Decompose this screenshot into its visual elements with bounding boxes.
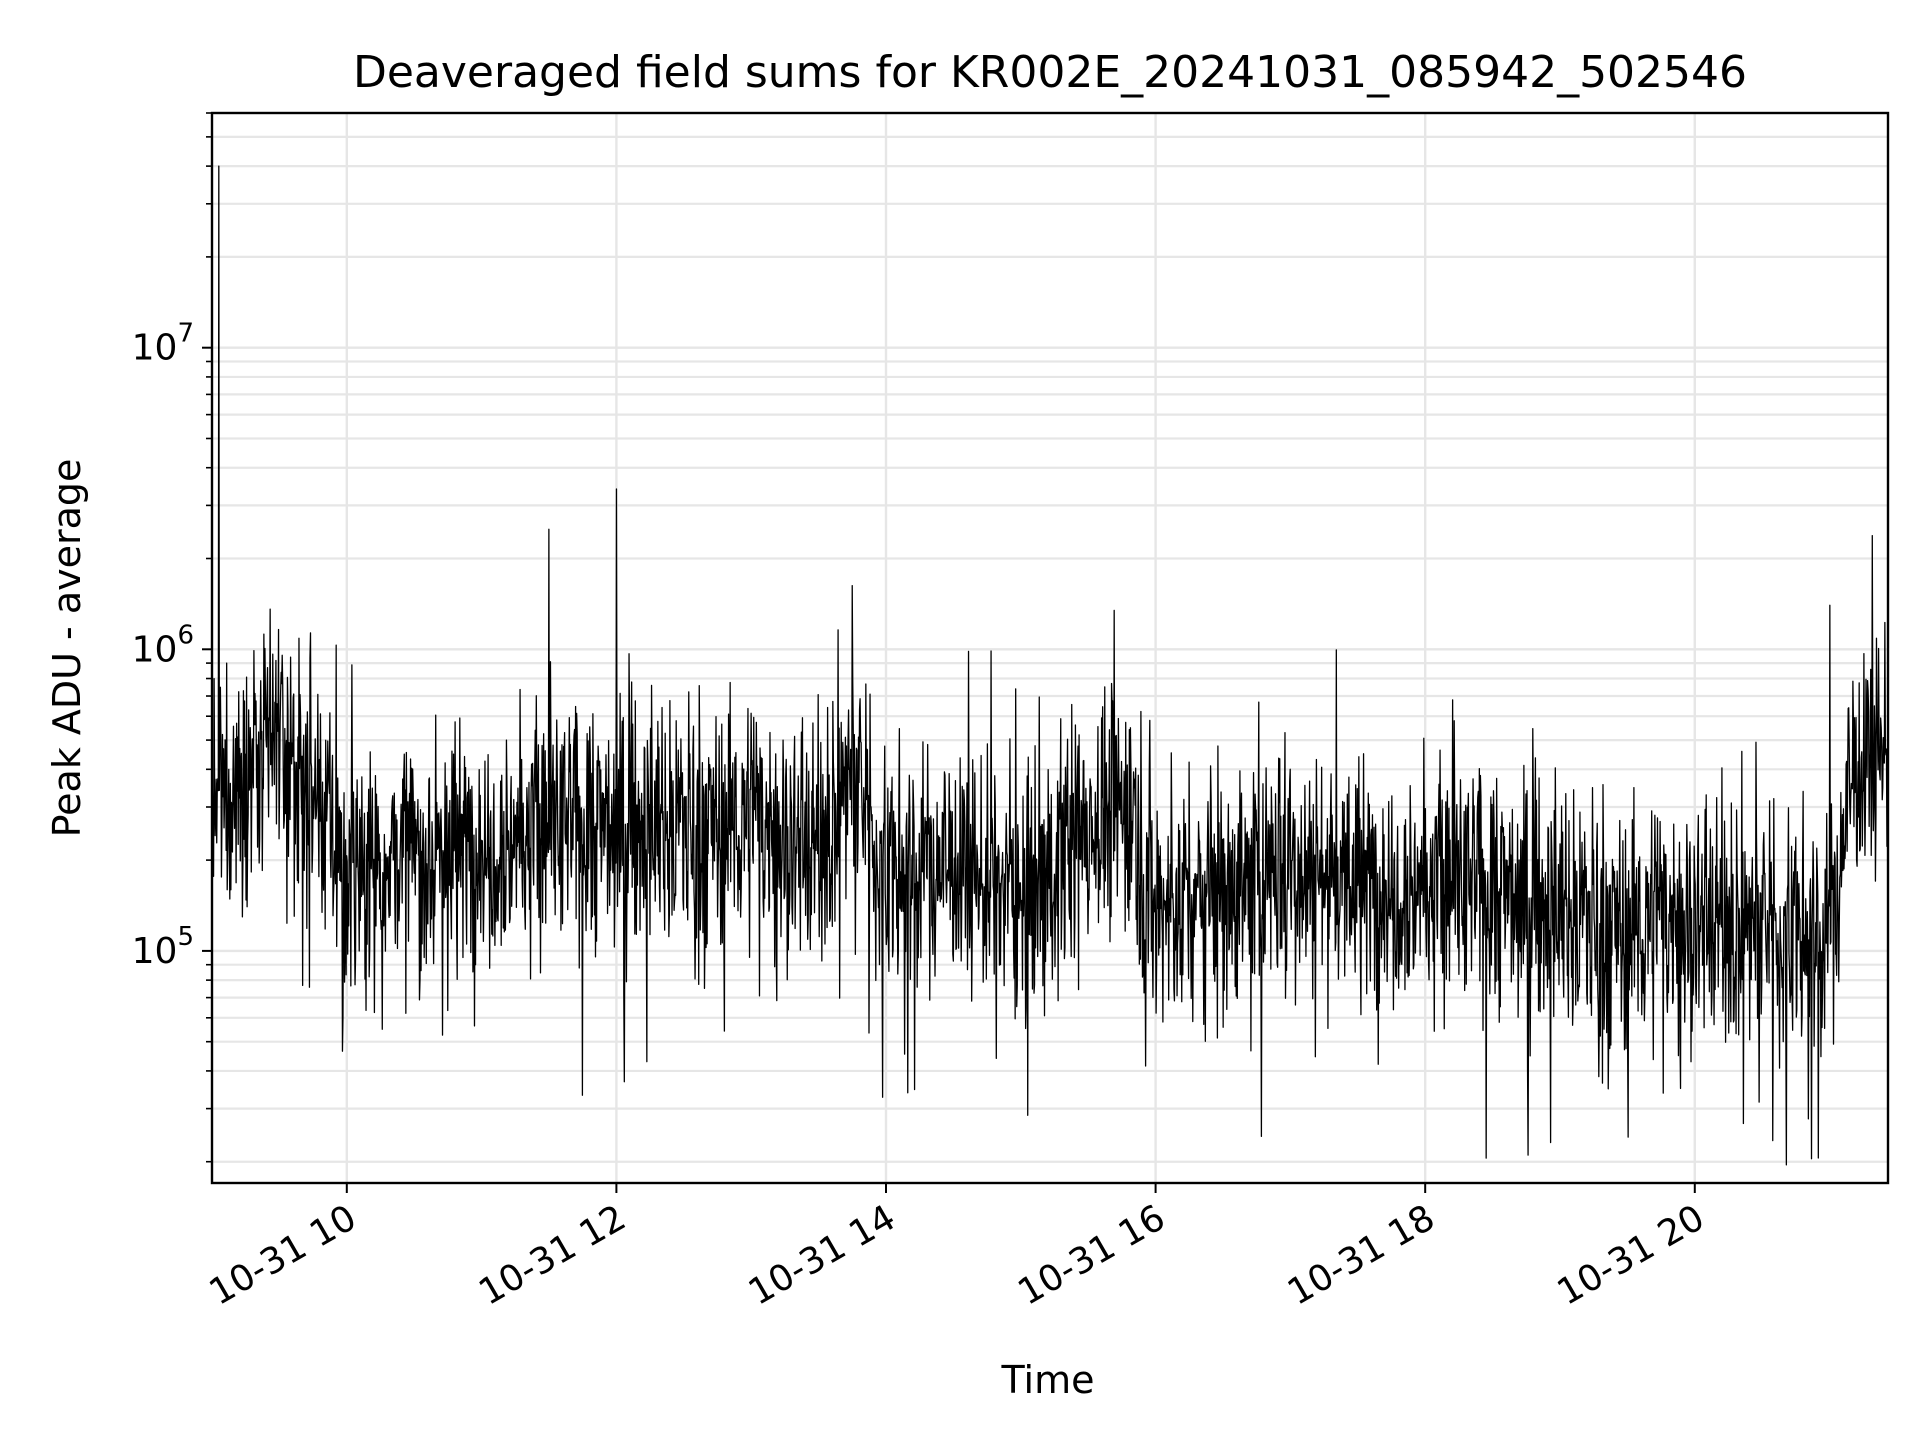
y-tick-base: 10 — [132, 328, 178, 369]
plot-frame — [210, 111, 1890, 1185]
series-layer — [211, 165, 1889, 1166]
chart-title: Deaveraged field sums for KR002E_2024103… — [353, 47, 1747, 98]
y-tick-label: 105 — [132, 922, 194, 972]
y-tick-exponent: 7 — [177, 319, 194, 349]
y-tick-label: 106 — [132, 620, 194, 670]
x-axis-label: Time — [1001, 1358, 1095, 1402]
y-axis-label: Peak ADU - average — [45, 459, 89, 838]
series-line — [211, 165, 1889, 1166]
y-tick-base: 10 — [132, 629, 178, 670]
y-tick-exponent: 5 — [177, 922, 194, 952]
y-tick-label: 107 — [132, 319, 194, 369]
y-tick-exponent: 6 — [177, 620, 194, 650]
y-tick-base: 10 — [132, 931, 178, 972]
